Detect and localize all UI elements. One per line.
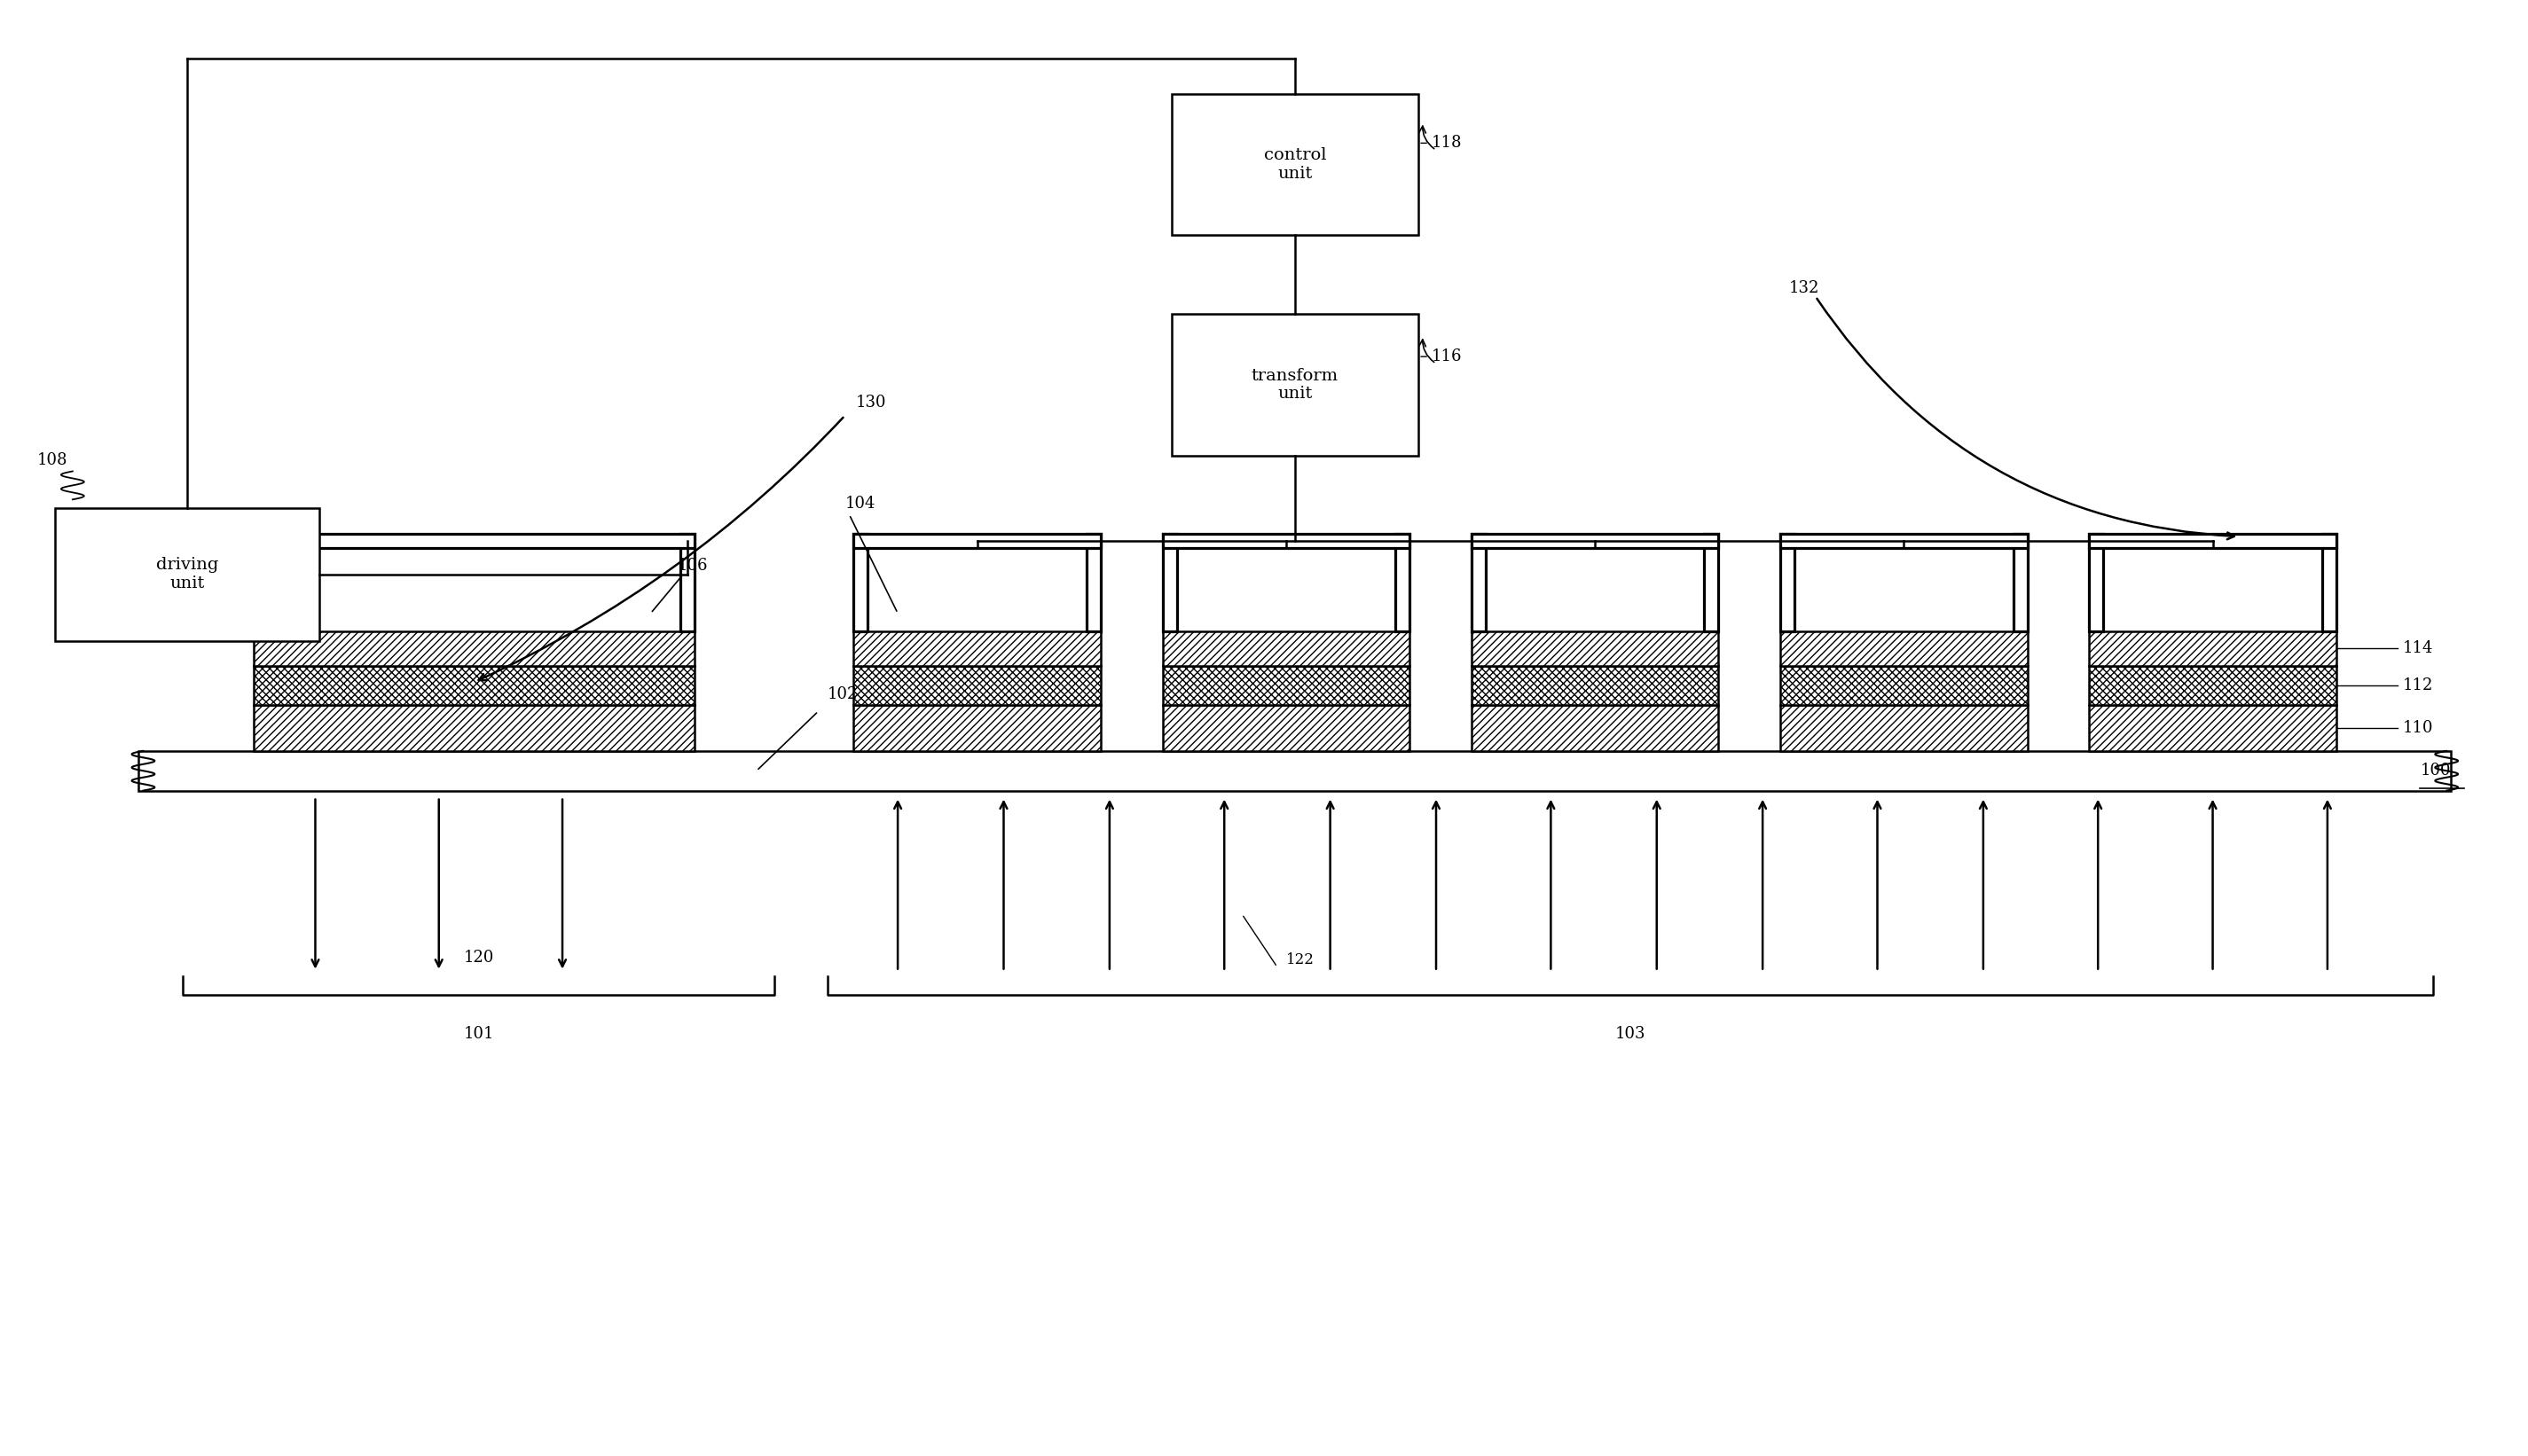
Bar (56, 508, 319, 641)
Bar (1780, 667, 2027, 705)
Bar (253, 667, 695, 705)
Bar (1780, 705, 2027, 751)
Bar (253, 630, 695, 667)
Text: 106: 106 (678, 558, 708, 574)
Text: 118: 118 (1431, 135, 1461, 151)
Bar (1780, 534, 2027, 547)
Text: driving
unit: driving unit (157, 558, 217, 591)
Text: 114: 114 (2402, 641, 2432, 657)
Bar (854, 705, 1100, 751)
Bar (1780, 534, 1795, 630)
Text: 116: 116 (1431, 348, 1461, 364)
Bar (1471, 630, 1719, 667)
Text: transform
unit: transform unit (1251, 367, 1337, 402)
Bar (1395, 534, 1411, 630)
Text: 130: 130 (857, 395, 887, 411)
Text: 110: 110 (2402, 721, 2432, 735)
Bar (253, 705, 695, 751)
Bar (2323, 534, 2336, 630)
Bar (2088, 630, 2336, 667)
Bar (1704, 534, 1719, 630)
Bar (1163, 534, 1411, 547)
Text: 122: 122 (1287, 952, 1315, 967)
Bar (1170, 314, 1418, 456)
Bar (1163, 630, 1411, 667)
Bar (854, 630, 1100, 667)
Text: 102: 102 (827, 686, 857, 702)
Bar (2088, 534, 2336, 547)
Bar (1471, 534, 1486, 630)
Bar (1170, 93, 1418, 234)
Text: 112: 112 (2402, 677, 2432, 693)
Bar (1780, 630, 2027, 667)
Bar (253, 534, 268, 630)
Bar (139, 751, 2452, 791)
Bar (1163, 534, 1176, 630)
Text: 101: 101 (463, 1026, 493, 1042)
Bar (854, 534, 1100, 547)
Bar (1471, 534, 1719, 547)
Text: 108: 108 (38, 453, 68, 469)
Text: 104: 104 (844, 496, 875, 513)
Text: 120: 120 (463, 949, 493, 965)
Text: control
unit: control unit (1264, 147, 1327, 182)
Bar (2012, 534, 2027, 630)
Bar (854, 534, 867, 630)
Bar (2088, 667, 2336, 705)
Bar (1163, 705, 1411, 751)
Bar (680, 534, 695, 630)
Text: 132: 132 (1790, 280, 1820, 296)
Text: 103: 103 (1615, 1026, 1646, 1042)
Text: 100: 100 (2419, 763, 2450, 779)
Bar (253, 534, 695, 547)
Bar (2088, 705, 2336, 751)
Bar (854, 667, 1100, 705)
Bar (1087, 534, 1100, 630)
Bar (2088, 534, 2103, 630)
Bar (1471, 705, 1719, 751)
Bar (1471, 667, 1719, 705)
Bar (1163, 667, 1411, 705)
